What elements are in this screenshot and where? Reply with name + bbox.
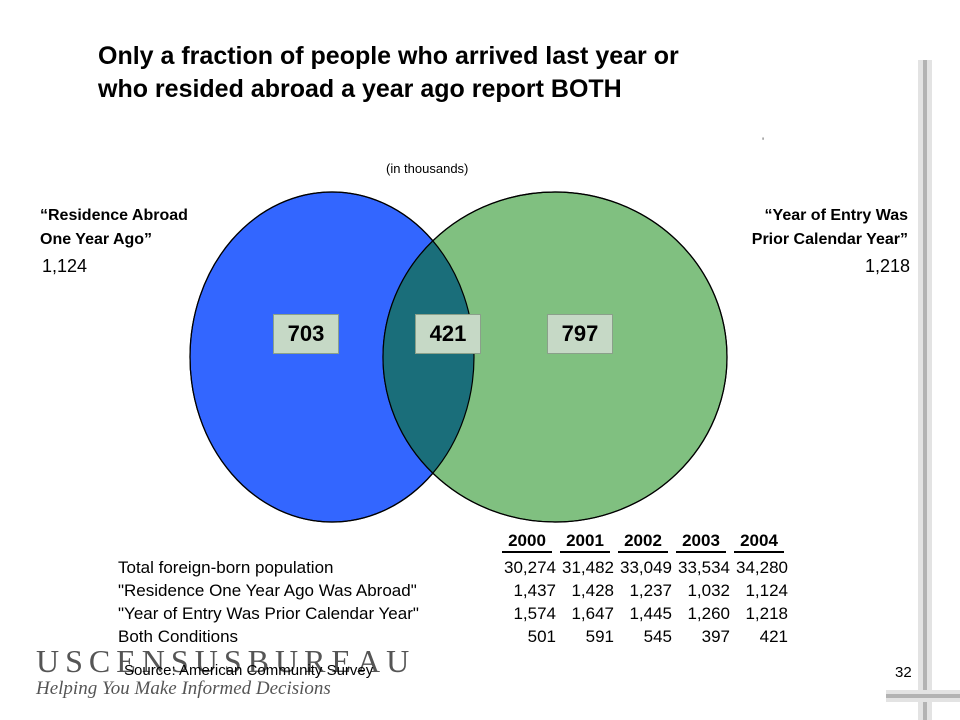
corner-mark: ' — [762, 136, 765, 148]
table-header-year: 2004 — [730, 528, 788, 556]
venn-right-total: 1,218 — [864, 256, 910, 276]
table-cell: 1,260 — [687, 604, 730, 623]
venn-right-label-line2: Prior Calendar Year” — [751, 231, 908, 248]
table-cell: 397 — [701, 627, 730, 646]
slide-title: Only a fraction of people who arrived la… — [98, 40, 878, 106]
table-header-year: 2001 — [556, 528, 614, 556]
table-header-row: 2000 2001 2002 2003 2004 — [118, 528, 788, 556]
table-cell: 1,437 — [513, 581, 556, 600]
venn-left-label: “Residence Abroad One Year Ago” — [40, 204, 188, 252]
table-header-year: 2003 — [672, 528, 730, 556]
table-cell: 33,534 — [678, 558, 730, 577]
venn-right-label: “Year of Entry Was Prior Calendar Year” — [752, 204, 908, 252]
table-row-label: "Year of Entry Was Prior Calendar Year" — [118, 604, 419, 623]
slide-title-line2: who resided abroad a year ago report BOT… — [98, 75, 622, 103]
table-cell: 1,445 — [629, 604, 672, 623]
venn-left-label-line1: “Residence Abroad — [40, 207, 188, 224]
data-table: 2000 2001 2002 2003 2004 Total foreign-b… — [118, 528, 788, 648]
table-row-label: Total foreign-born population — [118, 558, 334, 577]
table-cell: 421 — [759, 627, 788, 646]
table-cell: 34,280 — [736, 558, 788, 577]
table-row-label: Both Conditions — [118, 627, 239, 646]
units-label: (in thousands) — [386, 161, 469, 176]
table-cell: 1,237 — [629, 581, 672, 600]
venn-left-total: 1,124 — [42, 256, 88, 276]
table-row: Total foreign-born population 30,274 31,… — [118, 556, 788, 579]
venn-right-only-value: 797 — [547, 314, 613, 354]
venn-left-label-line2: One Year Ago” — [40, 231, 153, 248]
table-cell: 501 — [527, 627, 556, 646]
table-cell: 1,032 — [687, 581, 730, 600]
slide-frame-horizontal-line — [886, 694, 960, 698]
table-cell: 1,574 — [513, 604, 556, 623]
slide-title-line1: Only a fraction of people who arrived la… — [98, 42, 679, 70]
venn-right-label-line1: “Year of Entry Was — [764, 207, 908, 224]
census-bureau-tagline: Helping You Make Informed Decisions — [36, 678, 331, 699]
page-number: 32 — [895, 664, 912, 681]
table-cell: 30,274 — [504, 558, 556, 577]
venn-left-outline — [189, 191, 475, 523]
venn-right-outline — [382, 191, 728, 523]
table-row: "Year of Entry Was Prior Calendar Year" … — [118, 602, 788, 625]
table-cell: 1,218 — [745, 604, 788, 623]
table-cell: 1,428 — [571, 581, 614, 600]
source-note: Source: American Community Survey — [124, 662, 374, 679]
venn-left-only-value: 703 — [273, 314, 339, 354]
table-row-label: "Residence One Year Ago Was Abroad" — [118, 581, 417, 600]
table-header-year: 2002 — [614, 528, 672, 556]
table-cell: 31,482 — [562, 558, 614, 577]
census-bureau-logo: USCENSUSBUREAU — [36, 643, 416, 679]
venn-both-value: 421 — [415, 314, 481, 354]
table-row: Both Conditions 501 591 545 397 421 — [118, 625, 788, 648]
table-cell: 1,124 — [745, 581, 788, 600]
table-header-year: 2000 — [498, 528, 556, 556]
table-cell: 545 — [643, 627, 672, 646]
slide-frame-vertical-line — [923, 60, 927, 720]
table-row: "Residence One Year Ago Was Abroad" 1,43… — [118, 579, 788, 602]
table-cell: 1,647 — [571, 604, 614, 623]
table-cell: 591 — [585, 627, 614, 646]
table-header-label — [118, 528, 498, 556]
table-cell: 33,049 — [620, 558, 672, 577]
